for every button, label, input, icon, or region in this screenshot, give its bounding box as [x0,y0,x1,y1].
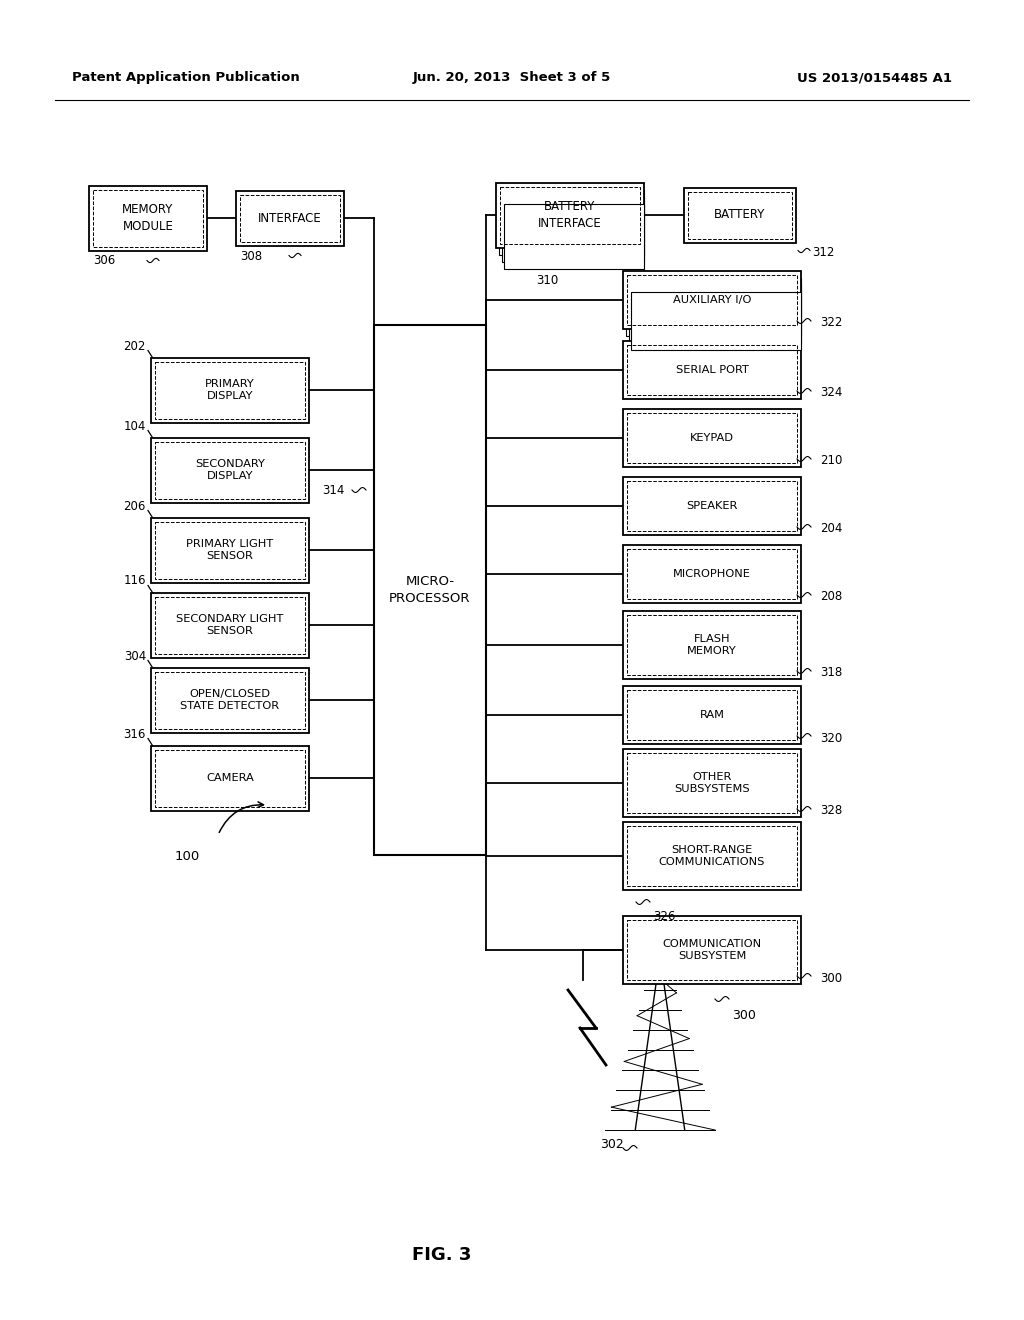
Bar [155,362,305,418]
Bar [89,186,207,251]
Bar [240,194,340,242]
Bar [155,441,305,499]
Bar [627,752,797,813]
Text: 310: 310 [536,273,558,286]
Text: 304: 304 [124,649,146,663]
Text: 100: 100 [175,850,201,863]
Bar [500,186,640,243]
Text: 316: 316 [124,727,146,741]
Bar [374,325,486,855]
Bar [627,690,797,741]
Bar [623,477,801,535]
Bar [623,822,801,890]
Bar [623,409,801,467]
Bar [626,279,801,337]
Text: 208: 208 [820,590,843,603]
Bar [93,190,203,247]
Text: 320: 320 [820,731,843,744]
Text: 300: 300 [820,972,842,985]
Bar [623,271,801,329]
Text: 308: 308 [240,249,262,263]
Bar [236,190,344,246]
Text: 202: 202 [124,339,146,352]
Bar [627,413,797,463]
Text: SPEAKER: SPEAKER [686,502,737,511]
Text: OPEN/CLOSED
STATE DETECTOR: OPEN/CLOSED STATE DETECTOR [180,689,280,711]
Bar [155,750,305,807]
Text: 312: 312 [812,247,835,260]
Text: AUXILIARY I/O: AUXILIARY I/O [673,294,752,305]
Bar [627,549,797,599]
Text: SERIAL PORT: SERIAL PORT [676,366,749,375]
Bar [151,437,309,503]
Bar [623,748,801,817]
Text: 324: 324 [820,387,843,400]
Text: 314: 314 [322,484,344,498]
Bar [151,668,309,733]
Text: 104: 104 [124,420,146,433]
Bar [151,358,309,422]
Bar [623,341,801,399]
Bar [623,611,801,678]
Bar [684,187,796,243]
Bar [627,275,797,325]
Text: BATTERY: BATTERY [715,209,766,222]
Text: 300: 300 [732,1008,756,1022]
Text: MICRO-
PROCESSOR: MICRO- PROCESSOR [389,576,471,605]
Text: MEMORY
MODULE: MEMORY MODULE [122,203,174,232]
Text: INTERFACE: INTERFACE [258,211,322,224]
Text: 328: 328 [820,804,843,817]
Text: BATTERY
INTERFACE: BATTERY INTERFACE [539,201,602,230]
Bar [155,597,305,653]
Bar [505,203,644,268]
Bar [151,746,309,810]
Bar [623,916,801,983]
Text: Patent Application Publication: Patent Application Publication [72,71,300,84]
Bar [629,285,801,343]
Text: 210: 210 [820,454,843,467]
Bar [155,521,305,578]
Text: 204: 204 [820,523,843,536]
Bar [688,191,792,239]
Text: MICROPHONE: MICROPHONE [673,569,751,579]
Text: 326: 326 [653,909,676,923]
Bar [627,615,797,675]
Text: FIG. 3: FIG. 3 [412,1246,471,1265]
Text: PRIMARY LIGHT
SENSOR: PRIMARY LIGHT SENSOR [186,539,273,561]
Bar [632,292,801,350]
Bar [496,182,644,248]
Text: SECONDARY
DISPLAY: SECONDARY DISPLAY [195,458,265,482]
Text: SECONDARY LIGHT
SENSOR: SECONDARY LIGHT SENSOR [176,614,284,636]
Text: 302: 302 [600,1138,624,1151]
Bar [499,190,644,255]
Text: RAM: RAM [699,710,725,719]
Bar [623,545,801,603]
Bar [502,197,644,261]
Text: SHORT-RANGE
COMMUNICATIONS: SHORT-RANGE COMMUNICATIONS [658,845,765,867]
Text: FLASH
MEMORY: FLASH MEMORY [687,634,737,656]
Bar [151,517,309,582]
Text: 318: 318 [820,667,843,680]
Bar [151,593,309,657]
Text: 116: 116 [124,574,146,587]
Text: US 2013/0154485 A1: US 2013/0154485 A1 [797,71,952,84]
Bar [155,672,305,729]
Bar [627,920,797,979]
Bar [623,686,801,744]
Text: PRIMARY
DISPLAY: PRIMARY DISPLAY [205,379,255,401]
Text: CAMERA: CAMERA [206,774,254,783]
Text: OTHER
SUBSYSTEMS: OTHER SUBSYSTEMS [674,772,750,795]
Text: 206: 206 [124,499,146,512]
Text: 322: 322 [820,317,843,330]
Text: 306: 306 [93,255,116,268]
Bar [627,826,797,886]
Text: COMMUNICATION
SUBSYSTEM: COMMUNICATION SUBSYSTEM [663,939,762,961]
Text: Jun. 20, 2013  Sheet 3 of 5: Jun. 20, 2013 Sheet 3 of 5 [413,71,611,84]
Bar [627,345,797,395]
Text: KEYPAD: KEYPAD [690,433,734,444]
Bar [627,480,797,531]
